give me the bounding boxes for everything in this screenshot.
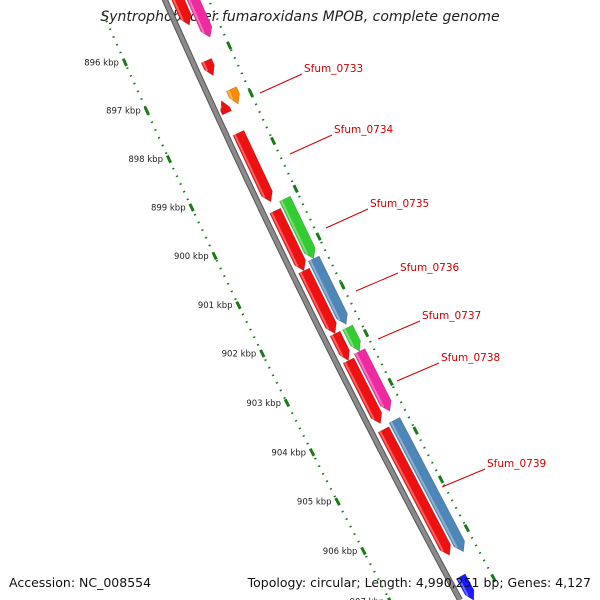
kbp-label: 899 kbp <box>151 203 186 213</box>
gene-leader-line <box>355 272 399 292</box>
gene-feature[interactable] <box>388 416 465 553</box>
gene-label[interactable]: Sfum_0735 <box>370 198 429 210</box>
accession-text: Accession: NC_008554 <box>9 575 152 590</box>
backbone <box>161 0 463 600</box>
kbp-tick <box>362 328 370 338</box>
kbp-tick <box>360 546 367 556</box>
kbp-tick <box>437 475 445 484</box>
kbp-tick <box>188 203 195 212</box>
gene-feature[interactable] <box>269 207 306 272</box>
kbp-label: 897 kbp <box>106 107 141 117</box>
genome-summary: Topology: circular; Length: 4,990,251 bp… <box>247 575 591 590</box>
kbp-tick <box>226 41 233 50</box>
gene-leader-line <box>259 73 303 94</box>
kbp-tick <box>247 89 254 98</box>
kbp-label: 907 kbp <box>350 597 385 600</box>
gene-feature[interactable] <box>170 0 213 38</box>
kbp-tick <box>463 523 471 533</box>
kbp-ruler: 896 kbp 897 kbp 898 kbp 899 kbp 900 kbp 901 k… <box>84 0 497 600</box>
gene-label[interactable]: Sfum_0737 <box>422 310 481 322</box>
backbone-line <box>162 0 462 600</box>
gene-feature[interactable] <box>307 255 348 325</box>
kbp-tick <box>292 184 299 194</box>
gene-leader-line <box>396 362 440 382</box>
kbp-label: 898 kbp <box>128 155 163 165</box>
gene-track <box>157 0 475 600</box>
kbp-label: 906 kbp <box>323 547 358 557</box>
kbp-tick <box>121 58 128 67</box>
gene-feature[interactable] <box>329 330 350 362</box>
kbp-label: 903 kbp <box>246 399 281 409</box>
gene-label[interactable]: Sfum_0733 <box>304 63 363 75</box>
kbp-tick <box>412 426 419 435</box>
gene-leader-line <box>325 208 369 229</box>
gene-leader-line <box>289 134 333 155</box>
kbp-tick <box>339 281 346 290</box>
kbp-tick <box>143 106 150 115</box>
gene-feature[interactable] <box>455 573 475 600</box>
gene-label[interactable]: Sfum_0734 <box>334 124 394 136</box>
gene-label[interactable]: Sfum_0736 <box>400 262 460 274</box>
kbp-label: 902 kbp <box>222 350 257 360</box>
gene-feature[interactable] <box>342 357 383 424</box>
kbp-label: 896 kbp <box>84 58 119 68</box>
kbp-tick <box>308 448 316 457</box>
kbp-tick <box>283 398 291 408</box>
gene-feature[interactable] <box>232 130 273 203</box>
gene-labels: Sfum_0733 Sfum_0734 Sfum_0735 Sfum_0736 Sfum… <box>259 63 546 488</box>
kbp-tick <box>211 251 218 261</box>
gene-feature[interactable] <box>217 100 232 116</box>
gene-label[interactable]: Sfum_0739 <box>487 458 546 470</box>
kbp-tick <box>259 349 266 358</box>
gene-feature[interactable] <box>226 86 240 105</box>
kbp-tick <box>165 154 173 164</box>
kbp-tick <box>235 300 242 310</box>
gene-feature[interactable] <box>157 0 192 26</box>
gene-feature[interactable] <box>377 426 451 556</box>
kbp-tick <box>270 136 277 146</box>
kbp-tick <box>315 232 322 241</box>
gene-feature[interactable] <box>342 324 361 352</box>
kbp-tick <box>490 573 497 583</box>
gene-feature[interactable] <box>353 348 392 412</box>
gene-label[interactable]: Sfum_0738 <box>441 352 500 364</box>
gene-leader-line <box>441 468 486 488</box>
gene-leader-line <box>377 320 421 340</box>
gene-feature[interactable] <box>279 195 316 260</box>
kbp-label: 904 kbp <box>271 448 306 458</box>
kbp-label: 905 kbp <box>297 498 332 508</box>
kbp-tick <box>334 497 341 506</box>
kbp-label: 901 kbp <box>198 301 233 311</box>
kbp-label: 900 kbp <box>174 252 209 262</box>
gene-feature[interactable] <box>298 267 337 335</box>
gene-feature[interactable] <box>200 58 215 77</box>
kbp-tick <box>387 597 392 600</box>
kbp-tick <box>387 377 394 387</box>
